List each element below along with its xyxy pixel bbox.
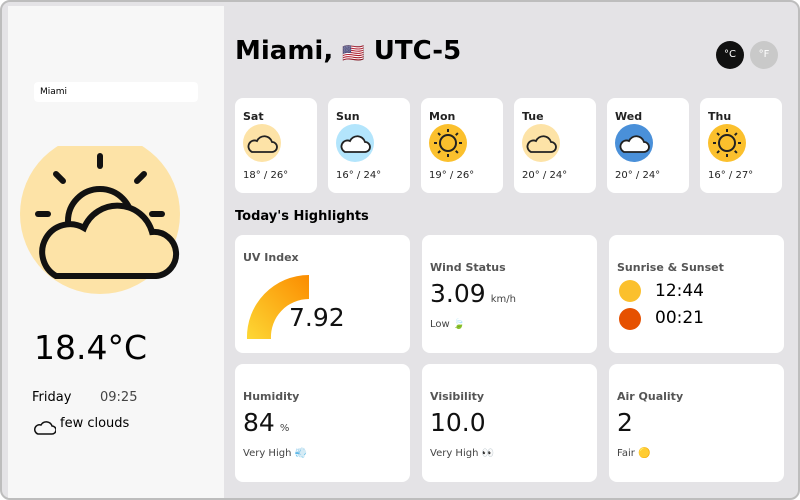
air-card: Air Quality 2 Fair 🟡: [609, 364, 784, 482]
wind-value: 3.09: [430, 279, 486, 308]
uv-card: UV Index 7.92: [235, 235, 410, 353]
section-title: Today's Highlights: [235, 209, 369, 224]
wind-card: Wind Status 3.09 km/h Low 🍃: [422, 235, 597, 353]
sun-icons: [619, 280, 641, 330]
label: Sunrise & Sunset: [617, 261, 724, 274]
wind-note: Low 🍃: [430, 319, 466, 330]
location-title: Miami, 🇺🇸 UTC-5: [235, 36, 461, 66]
wind-unit: km/h: [490, 294, 517, 305]
forecast-day: Sun: [336, 110, 360, 123]
sun-card: Sunrise & Sunset 12:44 00:21: [609, 235, 784, 353]
forecast-day: Sat: [243, 110, 264, 123]
forecast-temps: 16° / 24°: [336, 170, 382, 181]
label: UV Index: [243, 251, 299, 264]
visibility-card: Visibility 10.0 Very High 👀: [422, 364, 597, 482]
forecast-card: Thu 16° / 27°: [700, 98, 782, 193]
forecast-icon: [336, 124, 374, 162]
uv-gauge: [246, 275, 309, 339]
forecast-temps: 20° / 24°: [615, 170, 661, 181]
forecast-card: Wed 20° / 24°: [607, 98, 689, 193]
forecast-temps: 20° / 24°: [522, 170, 568, 181]
uv-value: 7.92: [289, 303, 345, 332]
forecast-day: Tue: [522, 110, 544, 123]
forecast-temps: 18° / 26°: [243, 170, 289, 181]
forecast-temps: 16° / 27°: [708, 170, 754, 181]
humidity-unit: %: [279, 423, 290, 434]
sunrise: 12:44: [655, 281, 704, 301]
air-note: Fair 🟡: [617, 448, 651, 459]
forecast-card: Mon 19° / 26°: [421, 98, 503, 193]
label: Visibility: [430, 390, 485, 403]
fahrenheit-button[interactable]: °F: [750, 41, 778, 69]
forecast-icon: [708, 124, 746, 162]
forecast-icon: [522, 124, 560, 162]
forecast-icon: [615, 124, 653, 162]
label: Humidity: [243, 390, 300, 403]
visibility-value: 10.0: [430, 408, 486, 437]
search-input[interactable]: Miami: [34, 82, 198, 102]
forecast-day: Mon: [429, 110, 456, 123]
humidity-card: Humidity 84 % Very High 💨: [235, 364, 410, 482]
forecast-card: Tue 20° / 24°: [514, 98, 596, 193]
cloud-icon: [34, 421, 56, 435]
forecast-icon: [429, 124, 467, 162]
celsius-button[interactable]: °C: [716, 41, 744, 69]
forecast-card: Sun 16° / 24°: [328, 98, 410, 193]
current-temperature: 18.4°C: [34, 328, 148, 367]
humidity-value: 84: [243, 408, 275, 437]
timezone: UTC-5: [373, 36, 462, 66]
label: Air Quality: [617, 390, 684, 403]
weather-description: few clouds: [60, 416, 130, 431]
forecast-day: Wed: [615, 110, 643, 123]
forecast-card: Sat 18° / 26°: [235, 98, 317, 193]
forecast-day: Thu: [708, 110, 732, 123]
flag: 🇺🇸: [342, 43, 365, 64]
forecast-icon: [243, 124, 281, 162]
sidebar: Miami 18.4°C Friday 09:25 few clouds: [8, 6, 224, 498]
air-value: 2: [617, 408, 633, 437]
sunset: 00:21: [655, 308, 704, 328]
humidity-note: Very High 💨: [243, 448, 308, 459]
forecast-temps: 19° / 26°: [429, 170, 475, 181]
current-time: 09:25: [100, 390, 138, 405]
label: Wind Status: [430, 261, 506, 274]
weather-icon: [20, 146, 180, 294]
city: Miami,: [235, 36, 334, 66]
visibility-note: Very High 👀: [430, 448, 495, 459]
current-day: Friday: [32, 390, 72, 405]
